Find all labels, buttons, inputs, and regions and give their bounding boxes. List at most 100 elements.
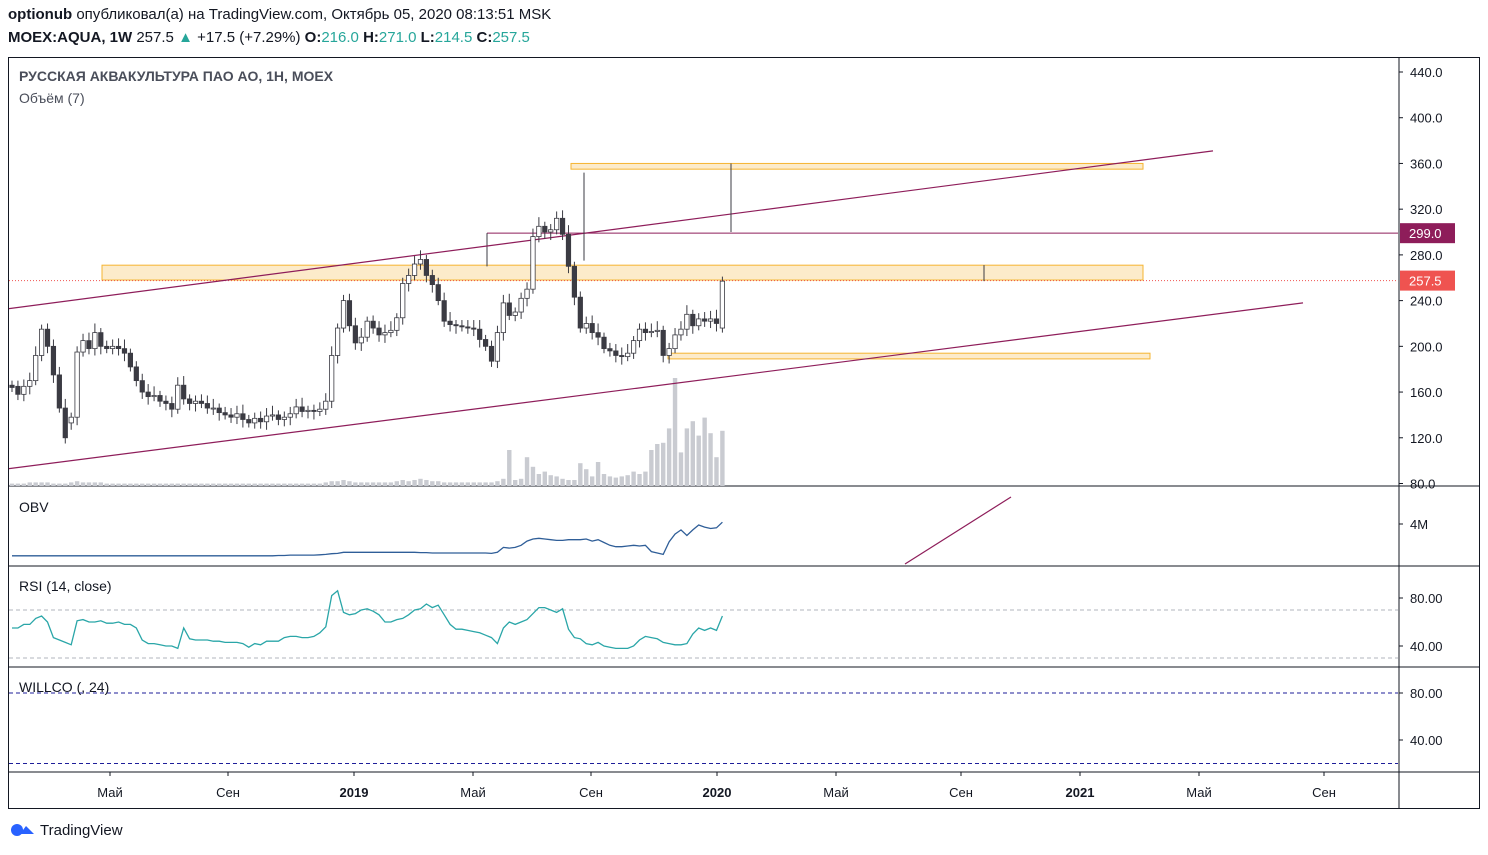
close-value: 257.5 [492, 29, 530, 46]
volume-bar [205, 483, 210, 486]
candle-body [719, 280, 726, 329]
main-pane-title: РУССКАЯ АКВАКУЛЬТУРА ПАО АО, 1Н, MOEX [19, 68, 334, 84]
candle-body [417, 259, 424, 265]
candle-body [512, 311, 518, 316]
volume-bar [554, 476, 559, 486]
volume-bar [572, 480, 577, 486]
price-axis-label: 240.0 [1410, 294, 1443, 309]
brand[interactable]: TradingView [8, 820, 123, 840]
candle-body [334, 327, 341, 356]
volume-bar [507, 450, 512, 486]
willco-axis-label: 80.00 [1410, 686, 1443, 701]
candle-body [429, 275, 435, 286]
volume-bar [382, 482, 388, 486]
candle-body [169, 403, 175, 410]
candle-body [447, 320, 453, 326]
candle-body [406, 275, 412, 284]
candle-body [39, 328, 45, 356]
volume-bar [649, 450, 654, 486]
volume-bar [489, 482, 494, 486]
candle-body [287, 413, 293, 418]
candle-body [163, 400, 169, 404]
candle-body [435, 284, 441, 302]
volume-bar [299, 483, 305, 486]
volume-bar [323, 482, 328, 486]
candle-body [86, 340, 92, 350]
candle-body [157, 395, 163, 402]
chart-frame[interactable] [8, 57, 1480, 809]
candle-body [678, 328, 684, 336]
candle-body [530, 236, 536, 290]
low-value: 214.5 [434, 29, 473, 46]
volume-bar [418, 478, 423, 486]
volume-bar [684, 428, 690, 486]
candle-body [133, 366, 139, 382]
volume-bar [140, 483, 145, 486]
candle-body [222, 412, 228, 416]
candle-body [524, 288, 530, 299]
volume-bar [293, 483, 299, 486]
open-value: 216.0 [321, 29, 359, 46]
volume-bar [365, 482, 370, 486]
candle-body [648, 331, 654, 334]
time-axis-label: Май [460, 785, 485, 800]
volume-bar [477, 482, 482, 486]
volume-bar [524, 457, 530, 486]
symbol-label: MOEX:AQUA, 1W [8, 29, 133, 46]
candle-body [181, 384, 187, 400]
volume-bar [637, 474, 642, 486]
volume-bar [128, 483, 133, 486]
willco-pane-title: WILLCO (, 24) [19, 679, 110, 695]
candle-body [110, 345, 116, 350]
candle-body [494, 332, 501, 362]
volume-pane-title: Объём (7) [19, 90, 85, 106]
candle-body [246, 419, 252, 424]
candle-body [98, 332, 104, 347]
volume-bar [625, 475, 630, 486]
candle-body [690, 313, 696, 327]
candle-body [317, 408, 323, 412]
candle-body [186, 398, 193, 404]
close-label: C: [476, 29, 493, 46]
candle-body [228, 414, 234, 418]
price-label-box [1400, 270, 1455, 291]
price-axis-label: 280.0 [1410, 248, 1443, 263]
candle-body [216, 407, 222, 414]
candle-body [74, 351, 80, 418]
volume-bar [234, 483, 240, 486]
volume-bar [530, 466, 536, 486]
candle-body [500, 302, 506, 334]
candle-body [411, 263, 418, 276]
volume-bar [104, 483, 109, 486]
candle-body [625, 352, 631, 358]
volume-bar [63, 483, 68, 486]
candle-body [376, 327, 382, 336]
candle-body [506, 302, 512, 316]
candle-body [252, 417, 258, 424]
volume-bar [211, 483, 216, 486]
volume-bar [666, 428, 672, 486]
volume-bar [589, 476, 595, 486]
volume-bar [394, 481, 399, 486]
price-axis-label: 400.0 [1410, 111, 1443, 126]
candle-body [642, 328, 649, 334]
volume-bar [270, 483, 275, 486]
candle-body [696, 318, 702, 327]
volume-bar [483, 482, 488, 486]
volume-bar [199, 483, 204, 486]
time-axis-label: Май [823, 785, 848, 800]
candle-body [210, 407, 216, 410]
volume-bar [175, 483, 180, 486]
volume-bar [465, 482, 471, 486]
volume-bar [311, 483, 317, 486]
candle-body [554, 217, 560, 231]
volume-bar [566, 480, 571, 486]
candle-body [27, 380, 33, 387]
candle-body [571, 265, 578, 298]
volume-bar [317, 483, 323, 486]
obv-axis-label: 4M [1410, 517, 1428, 532]
candle-body [50, 345, 57, 376]
candle-body [263, 415, 270, 423]
volume-bar [86, 482, 92, 486]
